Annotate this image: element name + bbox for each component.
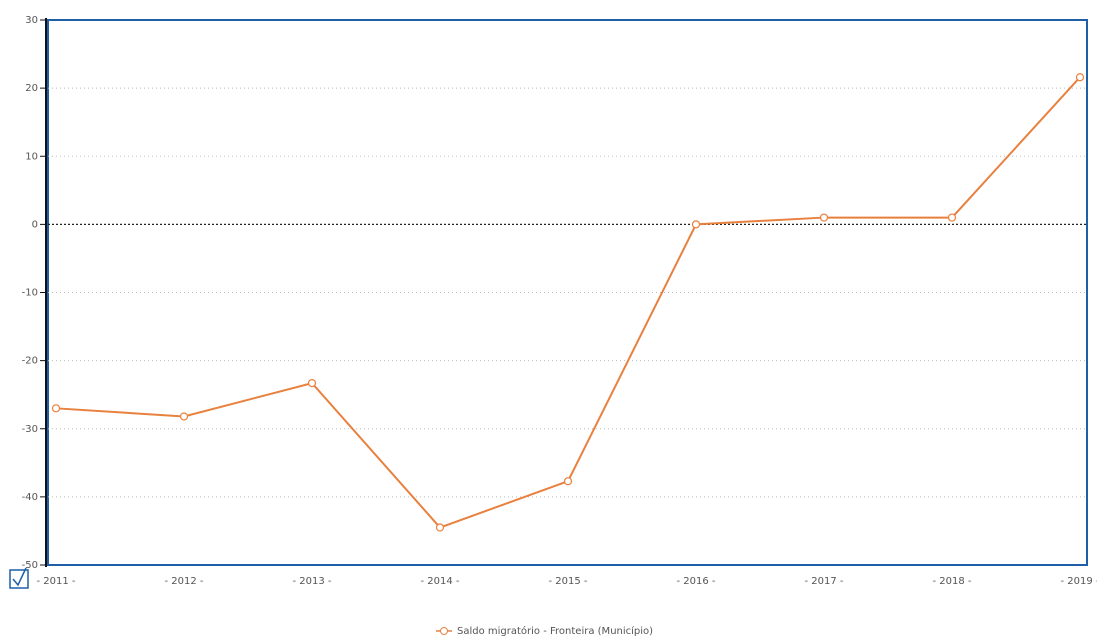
x-tick-label: - 2018 - [932,576,971,587]
data-point [179,412,189,421]
y-tick-label: -50 [22,560,38,571]
x-tick-label: - 2019 - [1060,576,1097,587]
x-tick-label: - 2011 - [36,576,75,587]
y-tick-label: -40 [22,492,38,503]
y-tick-label: 20 [25,83,38,94]
x-tick-label: - 2016 - [676,576,715,587]
y-tick-label: -30 [22,424,38,435]
data-point [435,523,445,532]
data-point [947,213,957,222]
y-tick-label: 10 [25,151,38,162]
data-point [1075,73,1085,82]
legend: Saldo migratório - Fronteira (Município) [436,625,653,637]
x-tick-label: - 2017 - [804,576,843,587]
data-point [691,220,701,229]
checkbox-icon[interactable] [9,567,29,589]
x-tick-label: - 2015 - [548,576,587,587]
data-point [819,213,829,222]
series-line [55,76,1081,529]
x-tick-label: - 2014 - [420,576,459,587]
data-point [307,379,317,388]
x-tick-label: - 2013 - [292,576,331,587]
x-tick-label: - 2012 - [164,576,203,587]
y-tick-label: 0 [32,219,38,230]
data-point [563,477,573,486]
y-tick-label: 30 [25,15,38,26]
legend-label: Saldo migratório - Fronteira (Município) [457,625,653,637]
data-point [51,404,61,413]
y-tick-label: -10 [22,288,38,299]
legend-marker [440,627,448,635]
y-tick-label: -20 [22,356,38,367]
